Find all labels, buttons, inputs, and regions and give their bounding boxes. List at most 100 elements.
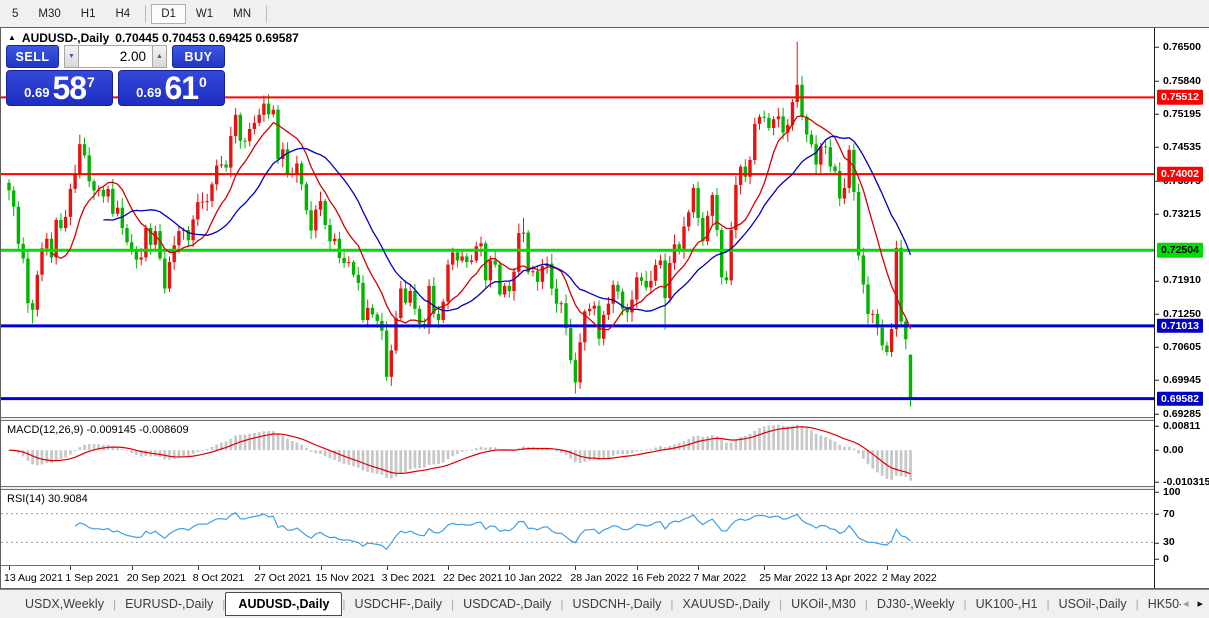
price-tick-label: 0.69945: [1155, 375, 1201, 386]
tab-xauusd-daily[interactable]: XAUUSD-,Daily: [682, 597, 771, 611]
tab-scroll-controls: ◂ ▸: [1181, 597, 1209, 610]
date-tick: [320, 566, 322, 570]
tab-separator: |: [864, 597, 868, 611]
date-label: 13 Aug 2021: [4, 572, 63, 584]
date-label: 10 Jan 2022: [504, 572, 563, 584]
buy-price-prefix: 0.69: [136, 85, 162, 100]
tab-usdchf-daily[interactable]: USDCHF-,Daily: [354, 597, 443, 611]
volume-decrease-button[interactable]: ▼: [64, 45, 79, 68]
symbol-tabs: USDX,Weekly | EURUSD-,Daily | AUDUSD-,Daily |…: [0, 590, 1181, 618]
date-label: 1 Sep 2021: [65, 572, 120, 584]
buy-button[interactable]: BUY: [172, 45, 225, 68]
rsi-axis-label: 100: [1155, 487, 1181, 498]
tab-separator: |: [560, 597, 564, 611]
tab-separator: |: [670, 597, 674, 611]
chart-title: ▲ AUDUSD-,Daily 0.70445 0.70453 0.69425 …: [8, 31, 299, 45]
tab-ukoil-m30[interactable]: UKOil-,M30: [791, 597, 856, 611]
level-price-label: 0.75512: [1157, 90, 1203, 105]
tab-uk100-h1[interactable]: UK100-,H1: [975, 597, 1038, 611]
timeframe-mn[interactable]: MN: [233, 7, 252, 20]
sell-price-big: 58: [52, 70, 87, 106]
price-axis[interactable]: 0.765000.758400.751950.745350.738750.732…: [1154, 28, 1209, 588]
date-label: 8 Oct 2021: [192, 572, 245, 584]
date-label: 3 Dec 2021: [381, 572, 436, 584]
tab-separator: |: [222, 597, 226, 611]
volume-input[interactable]: 2.00: [79, 45, 152, 68]
timeframe-h1[interactable]: H1: [80, 7, 96, 20]
tab-separator: |: [779, 597, 783, 611]
tab-usdcad-daily[interactable]: USDCAD-,Daily: [463, 597, 552, 611]
date-tick: [764, 566, 766, 570]
sell-price-sup: 7: [87, 74, 95, 90]
date-label: 16 Feb 2022: [631, 572, 691, 584]
tab-audusd-daily[interactable]: AUDUSD-,Daily: [225, 592, 343, 616]
symbol-tab-bar: USDX,Weekly | EURUSD-,Daily | AUDUSD-,Daily |…: [0, 589, 1209, 618]
chart-ohlc-values: 0.70445 0.70453 0.69425 0.69587: [115, 31, 299, 45]
rsi-value: 30.9084: [47, 493, 88, 505]
scroll-tabs-right-icon[interactable]: ▸: [1197, 597, 1203, 610]
date-tick: [825, 566, 827, 570]
tab-eurusd-daily[interactable]: EURUSD-,Daily: [125, 597, 214, 611]
price-tick-label: 0.73215: [1155, 209, 1201, 220]
macd-name: MACD(12,26,9): [7, 424, 84, 436]
timeframe-m30[interactable]: M30: [38, 7, 61, 20]
date-label: 25 Mar 2022: [759, 572, 819, 584]
toolbar-separator: [266, 4, 268, 23]
price-tick-label: 0.74535: [1155, 142, 1201, 153]
price-tick-label: 0.69285: [1155, 408, 1201, 419]
date-label: 13 Apr 2022: [820, 572, 878, 584]
chart-window: 0.765000.758400.751950.745350.738750.732…: [0, 27, 1209, 589]
rsi-axis-label: 70: [1155, 508, 1175, 519]
timeframe-toolbar: 5 M30 H1 H4 D1 W1 MN: [0, 0, 1209, 27]
tab-usdcnh-daily[interactable]: USDCNH-,Daily: [572, 597, 662, 611]
tab-separator: |: [963, 597, 967, 611]
timeframe-h4[interactable]: H4: [115, 7, 131, 20]
tab-usdx-weekly[interactable]: USDX,Weekly: [25, 597, 104, 611]
timeframe-5[interactable]: 5: [12, 7, 19, 20]
scroll-tabs-left-icon[interactable]: ◂: [1182, 597, 1189, 610]
chart-plot-area[interactable]: [1, 28, 1154, 588]
date-tick: [259, 566, 261, 570]
date-label: 27 Oct 2021: [254, 572, 312, 584]
sell-button[interactable]: SELL: [6, 45, 59, 68]
volume-increase-button[interactable]: ▲: [152, 45, 167, 68]
time-axis[interactable]: 13 Aug 2021 1 Sep 2021 20 Sep 2021 8 Oct 20…: [1, 566, 1154, 588]
macd-axis-label: 0.00811: [1155, 421, 1200, 432]
macd-axis-label: 0.00: [1155, 445, 1183, 456]
timeframe-w1[interactable]: W1: [195, 7, 214, 20]
date-tick: [9, 566, 10, 570]
rsi-indicator-label: RSI(14) 30.9084: [7, 493, 88, 505]
tab-dj30-weekly[interactable]: DJ30-,Weekly: [876, 597, 955, 611]
sell-price-prefix: 0.69: [24, 85, 50, 100]
tab-separator: |: [342, 597, 346, 611]
collapse-arrow-icon[interactable]: ▲: [8, 33, 16, 42]
date-tick: [886, 566, 888, 570]
level-price-label: 0.69582: [1157, 391, 1203, 406]
buy-price-sup: 0: [199, 74, 207, 90]
date-label: 15 Nov 2021: [315, 572, 376, 584]
sell-price-button[interactable]: 0.69 58 7: [6, 70, 113, 106]
macd-values: -0.009145 -0.008609: [86, 424, 189, 436]
price-tick-label: 0.70605: [1155, 341, 1201, 352]
tab-hk50-h1[interactable]: HK50-,H1: [1147, 597, 1181, 611]
date-label: 2 May 2022: [881, 572, 937, 584]
price-tick-label: 0.76500: [1155, 42, 1201, 53]
buy-price-button[interactable]: 0.69 61 0: [118, 70, 225, 106]
tab-separator: |: [112, 597, 117, 611]
volume-spinner: ▼ 2.00 ▲: [64, 45, 167, 68]
timeframe-d1[interactable]: D1: [151, 3, 186, 24]
macd-indicator-label: MACD(12,26,9) -0.009145 -0.008609: [7, 424, 189, 436]
tab-separator: |: [451, 597, 455, 611]
price-tick-label: 0.71910: [1155, 275, 1201, 286]
level-price-label: 0.71013: [1157, 318, 1203, 334]
date-tick: [131, 566, 133, 570]
price-tick-label: 0.75840: [1155, 75, 1201, 86]
toolbar-separator: [145, 4, 147, 23]
triangle-down-icon: ▼: [68, 53, 75, 60]
date-tick: [70, 566, 72, 570]
date-tick: [636, 566, 638, 570]
date-label: 28 Jan 2022: [570, 572, 629, 584]
level-price-label: 0.72504: [1157, 242, 1203, 258]
tab-usoil-daily[interactable]: USOil-,Daily: [1058, 597, 1127, 611]
